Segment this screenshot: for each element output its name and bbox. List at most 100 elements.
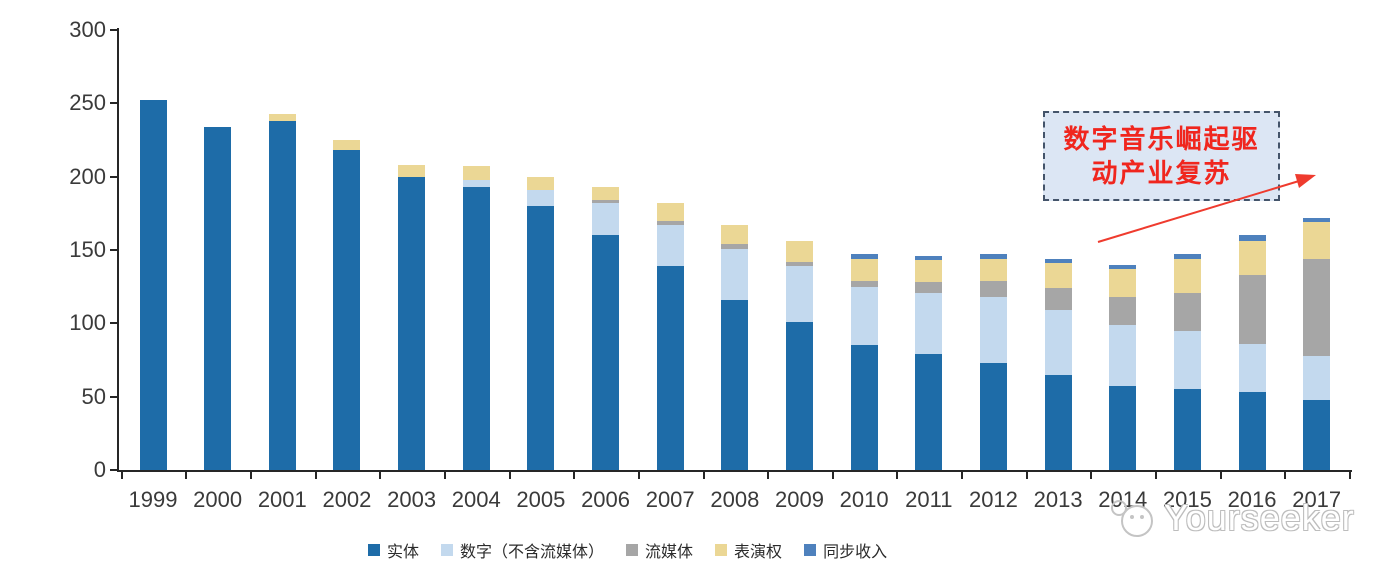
- bar-segment-表演权: [656, 203, 684, 221]
- bar-segment-数字（不含流媒体）: [1173, 330, 1201, 390]
- bar-segment-实体: [462, 186, 490, 470]
- x-axis-label: 2001: [257, 487, 307, 512]
- bar-segment-表演权: [915, 260, 943, 283]
- x-axis-tick: [702, 472, 705, 479]
- bar-segment-流媒体: [1109, 296, 1137, 325]
- bar-segment-实体: [786, 321, 813, 470]
- x-axis-label: 2008: [710, 487, 760, 512]
- bar-segment-实体: [1303, 399, 1331, 470]
- bar-segment-表演权: [398, 164, 426, 177]
- x-axis-tick: [249, 472, 252, 479]
- y-axis-label: 300: [69, 17, 106, 42]
- legend-swatch-streaming: [626, 544, 639, 556]
- x-axis-tick: [314, 472, 317, 479]
- bar-segment-实体: [268, 120, 296, 470]
- y-axis-tick: [110, 249, 118, 251]
- bar-segment-实体: [527, 206, 555, 470]
- x-axis-tick: [831, 472, 834, 479]
- bar-segment-流媒体: [592, 200, 620, 204]
- bar-segment-表演权: [462, 166, 490, 180]
- bar-segment-数字（不含流媒体）: [656, 225, 684, 267]
- legend-item-physical: 实体: [368, 538, 419, 562]
- x-axis-tick: [961, 472, 964, 479]
- bar-segment-实体: [204, 126, 232, 470]
- bar-segment-流媒体: [1044, 288, 1072, 311]
- bar-segment-流媒体: [1173, 292, 1201, 331]
- bar-segment-表演权: [333, 140, 361, 151]
- bar-segment-数字（不含流媒体）: [1109, 324, 1137, 387]
- y-axis-label: 200: [69, 163, 106, 189]
- bar-segment-实体: [1109, 386, 1137, 470]
- y-axis-tick: [110, 102, 118, 105]
- x-axis-label: 2002: [322, 487, 372, 512]
- bar-segment-实体: [915, 354, 943, 470]
- bar-segment-表演权: [721, 225, 749, 245]
- x-axis-label: 2000: [193, 487, 243, 512]
- x-axis-tick: [767, 472, 770, 479]
- x-axis-label: 2004: [451, 487, 501, 512]
- y-axis-tick: [110, 395, 118, 398]
- legend-item-digital: 数字（不含流媒体）: [441, 538, 604, 562]
- bar-segment-数字（不含流媒体）: [915, 292, 943, 355]
- y-axis-tick: [110, 175, 118, 178]
- bar-segment-同步收入: [850, 254, 878, 259]
- x-axis-tick: [379, 472, 382, 479]
- bar-segment-流媒体: [1303, 258, 1331, 356]
- bar-segment-数字（不含流媒体）: [592, 203, 620, 236]
- annotation-callout: 数字音乐崛起驱 动产业复苏: [1043, 111, 1280, 201]
- bar-segment-表演权: [527, 176, 555, 190]
- bar-segment-同步收入: [1238, 235, 1266, 242]
- x-axis-label: 2014: [1098, 487, 1148, 512]
- bar-segment-表演权: [979, 258, 1007, 281]
- y-axis-tick: [110, 469, 118, 471]
- bar-segment-表演权: [1044, 263, 1072, 289]
- x-axis-label: 2007: [645, 487, 695, 512]
- legend-swatch-sync: [804, 544, 817, 556]
- y-axis-tick: [110, 322, 118, 325]
- bar-segment-数字（不含流媒体）: [527, 189, 555, 206]
- bar-segment-流媒体: [786, 261, 813, 267]
- x-axis-tick: [1349, 472, 1352, 479]
- x-axis-label: 2005: [516, 487, 566, 512]
- annotation-text-line2: 动产业复苏: [1091, 158, 1232, 188]
- bar-segment-数字（不含流媒体）: [979, 296, 1007, 363]
- bar-segment-实体: [592, 235, 620, 470]
- bar-segment-流媒体: [915, 282, 943, 293]
- legend-label-sync: 同步收入: [823, 544, 888, 561]
- bar-segment-流媒体: [850, 280, 878, 287]
- x-axis-tick: [637, 472, 640, 479]
- x-axis-label: 2016: [1227, 487, 1277, 512]
- bar-segment-同步收入: [979, 254, 1007, 259]
- bar-segment-表演权: [850, 258, 878, 281]
- legend-swatch-physical: [368, 544, 380, 556]
- bar-segment-实体: [721, 299, 749, 470]
- bar-segment-同步收入: [1109, 264, 1137, 270]
- x-axis-label: 2010: [839, 487, 889, 512]
- bar-segment-流媒体: [656, 220, 684, 226]
- bar-segment-数字（不含流媒体）: [786, 266, 813, 322]
- watermark-text: Yourseeker: [1164, 497, 1355, 538]
- bar-segment-实体: [139, 100, 167, 470]
- x-axis-tick: [185, 472, 188, 479]
- x-axis-tick: [120, 472, 123, 479]
- x-axis-tick: [1025, 472, 1028, 479]
- x-axis-tick: [443, 472, 446, 479]
- x-axis-label: 2012: [968, 487, 1018, 512]
- bar-segment-数字（不含流媒体）: [1238, 343, 1266, 393]
- bar-segment-流媒体: [721, 244, 749, 249]
- y-axis-label: 250: [69, 90, 106, 116]
- legend-label-digital: 数字（不含流媒体）: [460, 544, 605, 561]
- bar-segment-实体: [333, 150, 361, 470]
- bar-segment-表演权: [1173, 258, 1201, 293]
- bar-segment-表演权: [592, 186, 620, 201]
- y-axis-label: 50: [81, 383, 106, 409]
- bar-segment-实体: [656, 266, 684, 470]
- x-axis-label: 2009: [775, 487, 824, 512]
- bar-segment-实体: [1173, 389, 1201, 470]
- x-axis-tick: [1155, 472, 1158, 479]
- bar-segment-表演权: [1303, 222, 1331, 259]
- legend-item-sync: 同步收入: [804, 538, 887, 562]
- x-axis-label: 2011: [905, 487, 953, 512]
- y-axis-label: 0: [93, 457, 106, 482]
